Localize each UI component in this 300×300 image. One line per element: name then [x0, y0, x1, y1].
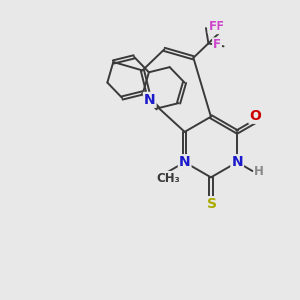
Text: S: S — [207, 197, 218, 211]
Text: F: F — [215, 20, 223, 33]
Text: N: N — [231, 155, 243, 169]
Text: N: N — [144, 93, 155, 107]
Text: F: F — [213, 38, 221, 51]
Text: N: N — [179, 155, 190, 169]
Text: F: F — [208, 20, 217, 33]
Text: CH₃: CH₃ — [156, 172, 180, 185]
Text: H: H — [254, 165, 264, 178]
Text: O: O — [249, 109, 261, 123]
